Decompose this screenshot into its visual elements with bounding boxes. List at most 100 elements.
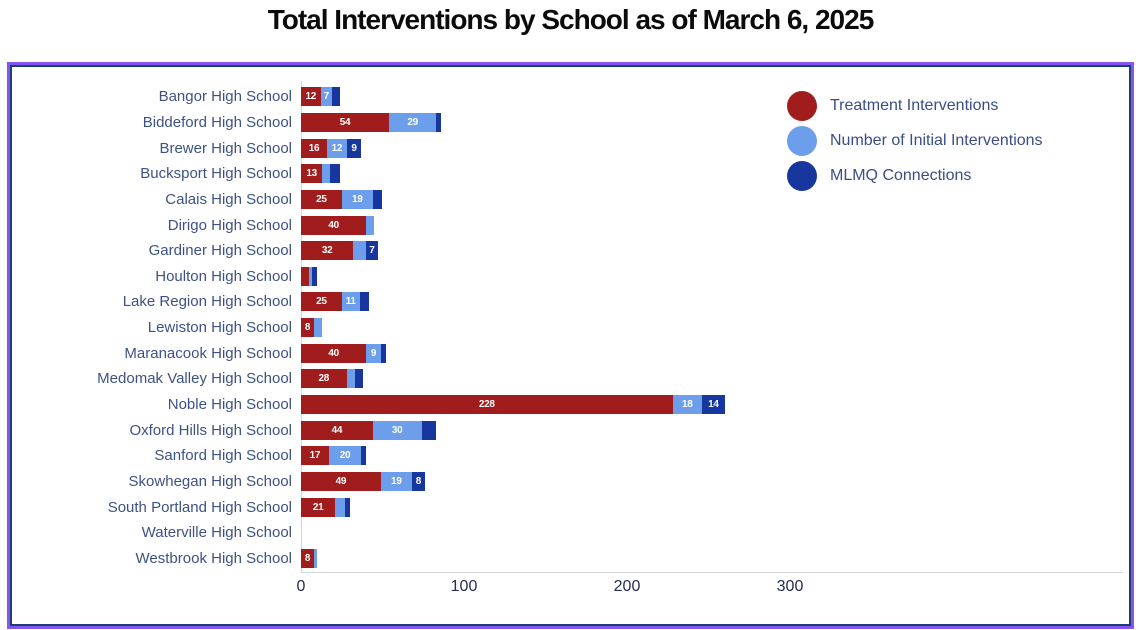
category-label: Maranacook High School: [124, 344, 292, 362]
bar-value-label: 7: [323, 91, 330, 103]
category-label: Noble High School: [167, 396, 292, 413]
category-label: Biddeford High School: [142, 113, 292, 131]
bar-segment[interactable]: 29: [389, 112, 437, 132]
bar-segment[interactable]: [421, 420, 437, 440]
bar-value-label: 8: [304, 322, 311, 334]
chart-row: Bangor High School 12 7: [12, 84, 1123, 110]
bar-segment[interactable]: 19: [380, 471, 412, 491]
bar-segment[interactable]: 12: [301, 87, 321, 107]
bar-segment[interactable]: 9: [346, 138, 362, 158]
bar-segment[interactable]: [330, 164, 341, 184]
bar-segment[interactable]: 30: [372, 420, 422, 440]
chart-row: Skowhegan High School 49 19 8: [12, 469, 1123, 495]
bar-segment[interactable]: [346, 369, 355, 389]
bar-segment[interactable]: 14: [701, 395, 725, 414]
bar-segment[interactable]: [361, 446, 367, 466]
category-label: Lewiston High School: [147, 319, 292, 337]
bar-track: 54 29: [301, 112, 1123, 132]
chart-frame: Bangor High School 12 7 Biddeford High Scho…: [7, 62, 1134, 629]
bar-segment[interactable]: 54: [301, 112, 390, 132]
bar-segment[interactable]: 17: [301, 446, 329, 466]
bar-segment[interactable]: 8: [301, 318, 315, 338]
bar-segment[interactable]: 40: [301, 215, 367, 235]
category-label: Lake Region High School: [122, 293, 292, 311]
bar-segment[interactable]: [314, 318, 323, 338]
bar-segment[interactable]: 28: [301, 369, 347, 389]
bar-segment[interactable]: 12: [327, 138, 347, 158]
bar-segment[interactable]: [309, 266, 313, 286]
bar-segment[interactable]: 20: [328, 446, 362, 466]
category-label: Skowhegan High School: [128, 472, 292, 490]
bar-segment[interactable]: 13: [301, 164, 323, 184]
bar-track: 28: [301, 369, 1123, 389]
bar-segment[interactable]: 7: [320, 87, 332, 107]
legend-item[interactable]: Number of Initial Interventions: [787, 126, 1043, 156]
bar-segment[interactable]: 49: [301, 471, 381, 491]
bar-segment[interactable]: [344, 497, 350, 517]
category-label: Bucksport High School: [140, 165, 292, 183]
bar-segment[interactable]: 11: [341, 292, 360, 312]
chart-row: South Portland High School 21: [12, 494, 1123, 520]
bar-segment[interactable]: [314, 548, 318, 568]
chart-row: Houlton High School: [12, 263, 1123, 289]
bar-segment[interactable]: 18: [672, 395, 702, 414]
category-label: Sanford High School: [154, 447, 292, 465]
bar-value-label: 19: [391, 475, 402, 487]
bar-track: 25 19: [301, 189, 1123, 209]
bar-track: 16 12 9: [301, 138, 1123, 158]
bar-track: 40: [301, 215, 1123, 235]
bar-value-label: 8: [415, 475, 422, 487]
bar-value-label: 32: [321, 245, 333, 257]
bar-value-label: 9: [370, 347, 377, 359]
bar-value-label: 13: [306, 168, 317, 180]
bar-segment[interactable]: [331, 87, 341, 107]
bar-segment[interactable]: [359, 292, 370, 312]
bar-value-label: 49: [335, 475, 347, 487]
bar-segment[interactable]: 44: [301, 420, 373, 440]
bar-segment[interactable]: 8: [411, 471, 425, 491]
bar-segment[interactable]: 19: [341, 189, 373, 209]
category-label: Westbrook High School: [135, 549, 292, 567]
bar-segment[interactable]: 25: [301, 292, 342, 312]
legend-item-label: MLMQ Connections: [830, 167, 972, 184]
bar-value-label: 21: [312, 501, 324, 513]
bar-value-label: 40: [328, 219, 339, 231]
bar-segment[interactable]: 8: [301, 548, 315, 568]
legend-item[interactable]: MLMQ Connections: [787, 161, 1043, 191]
category-label: Gardiner High School: [148, 242, 292, 260]
chart-row: Dirigo High School 40: [12, 212, 1123, 238]
bar-segment[interactable]: 32: [301, 241, 354, 261]
legend-item[interactable]: Treatment Interventions: [787, 91, 1043, 121]
bar-segment[interactable]: 25: [301, 189, 342, 209]
bar-segment[interactable]: 21: [301, 497, 336, 517]
bar-segment[interactable]: [436, 112, 442, 132]
bar-track: 44 30: [301, 420, 1123, 440]
bar-track: 12 7: [301, 87, 1123, 107]
bar-segment[interactable]: [354, 369, 363, 389]
chart-row: Lewiston High School 8: [12, 315, 1123, 341]
chart-row: Gardiner High School 32 7: [12, 238, 1123, 264]
chart-row: Brewer High School 16 12 9: [12, 135, 1123, 161]
bar-segment[interactable]: [353, 241, 367, 261]
bar-segment[interactable]: [322, 164, 331, 184]
bar-segment[interactable]: 228: [301, 395, 673, 414]
category-label: Medomak Valley High School: [97, 370, 292, 388]
bar-segment[interactable]: [335, 497, 345, 517]
bar-segment[interactable]: [372, 189, 383, 209]
bar-segment[interactable]: [366, 215, 375, 235]
bar-segment[interactable]: [380, 343, 386, 363]
bar-value-label: 11: [345, 296, 356, 308]
bar-segment[interactable]: 7: [366, 241, 378, 261]
bar-segment[interactable]: 9: [366, 343, 381, 363]
bar-track: 32 7: [301, 241, 1123, 261]
bar-segment[interactable]: 16: [301, 138, 328, 158]
bar-track: 25 11: [301, 292, 1123, 312]
bar-segment[interactable]: [301, 266, 310, 286]
legend-item-label: Number of Initial Interventions: [830, 132, 1043, 149]
chart-row: Westbrook High School 8: [12, 546, 1123, 572]
chart-rows: Bangor High School 12 7 Biddeford High Scho…: [12, 84, 1123, 571]
bar-segment[interactable]: 40: [301, 343, 367, 363]
x-axis-tick-label: 100: [450, 578, 478, 595]
category-label: Waterville High School: [141, 524, 292, 542]
bar-segment[interactable]: [312, 266, 318, 286]
